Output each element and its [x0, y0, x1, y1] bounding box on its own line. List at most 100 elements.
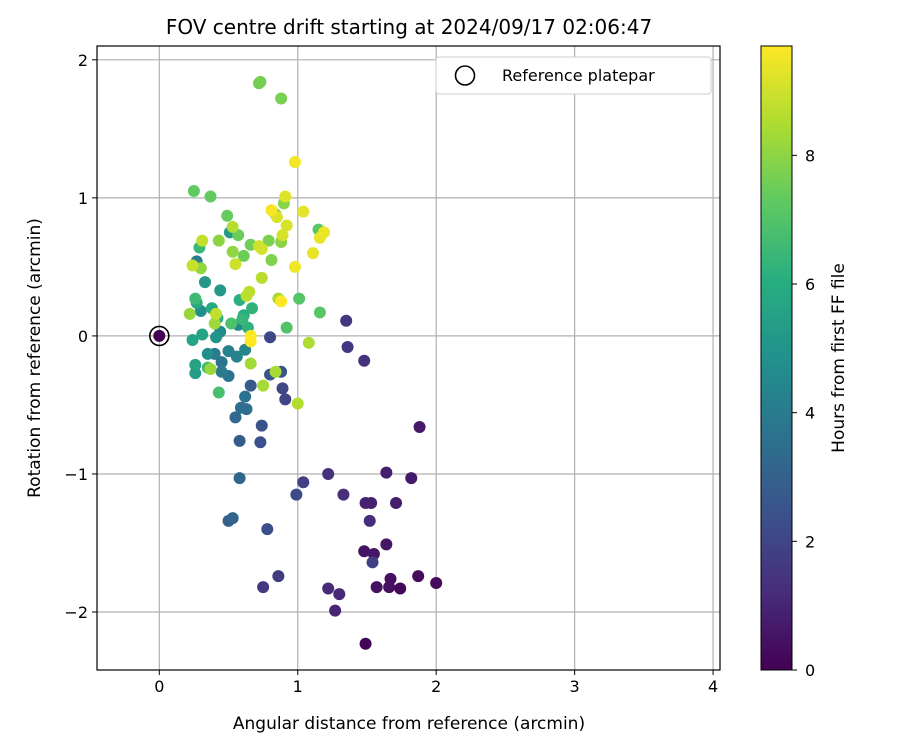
data-point	[196, 328, 209, 341]
data-point	[366, 556, 379, 569]
x-axis-ticks: 0 1 2 3 4	[154, 670, 718, 696]
data-point	[214, 284, 227, 297]
data-point	[204, 363, 217, 376]
data-point	[230, 350, 243, 363]
data-point	[359, 637, 372, 650]
data-point	[265, 204, 278, 217]
data-point	[201, 347, 214, 360]
y-axis-label: Rotation from reference (arcmin)	[25, 218, 45, 498]
data-point	[275, 92, 288, 105]
colorbar-tick-label: 2	[805, 532, 815, 551]
data-point	[240, 403, 253, 416]
data-point	[255, 242, 268, 255]
data-point	[189, 367, 202, 380]
legend-box	[435, 56, 712, 95]
colorbar-gradient	[760, 45, 793, 671]
data-point	[297, 205, 310, 218]
reference-marker-layer	[149, 325, 170, 347]
data-point	[275, 295, 288, 308]
data-point	[212, 386, 225, 399]
data-point	[288, 260, 301, 273]
colorbar-tick-label: 8	[805, 146, 815, 165]
colorbar: 0 2 4 6 8 Hours from first FF file	[760, 45, 849, 680]
data-point	[329, 604, 342, 617]
data-point	[279, 393, 292, 406]
legend-entry-label: Reference platepar	[502, 66, 655, 85]
data-point	[280, 321, 293, 334]
y-tick-label: 2	[78, 51, 88, 70]
data-point	[302, 336, 315, 349]
y-tick-label: −1	[64, 465, 88, 484]
data-point	[293, 292, 306, 305]
data-point	[265, 253, 278, 266]
data-point	[215, 356, 228, 369]
data-point	[413, 421, 426, 434]
data-point	[380, 466, 393, 479]
data-point	[153, 329, 166, 342]
data-point	[340, 314, 353, 327]
colorbar-tick-label: 6	[805, 275, 815, 294]
data-point	[358, 545, 371, 558]
data-point	[279, 190, 292, 203]
data-point	[280, 219, 293, 232]
data-point	[244, 335, 257, 348]
data-point	[306, 247, 319, 260]
data-point	[257, 379, 270, 392]
data-point	[333, 588, 346, 601]
data-point	[196, 234, 209, 247]
data-point	[269, 365, 282, 378]
data-point	[210, 331, 223, 344]
data-point	[383, 581, 396, 594]
data-point	[272, 570, 285, 583]
x-tick-label: 4	[708, 677, 718, 696]
data-point	[358, 354, 371, 367]
chart-title: FOV centre drift starting at 2024/09/17 …	[166, 15, 652, 39]
data-point	[215, 365, 228, 378]
data-point	[226, 512, 239, 525]
data-point	[318, 226, 331, 239]
y-tick-label: 0	[78, 327, 88, 346]
colorbar-tick-label: 0	[805, 661, 815, 680]
y-tick-label: −2	[64, 603, 88, 622]
data-point	[313, 306, 326, 319]
data-point	[394, 582, 407, 595]
data-point	[337, 488, 350, 501]
data-point	[297, 476, 310, 489]
data-point	[412, 570, 425, 583]
data-point	[255, 419, 268, 432]
y-tick-label: 1	[78, 189, 88, 208]
data-point	[237, 249, 250, 262]
data-point	[255, 271, 268, 284]
data-point	[257, 581, 270, 594]
data-point	[186, 334, 199, 347]
data-point	[198, 276, 211, 289]
colorbar-label: Hours from first FF file	[829, 263, 849, 453]
data-point	[254, 436, 267, 449]
data-point	[254, 75, 267, 88]
data-point	[240, 289, 253, 302]
data-point	[261, 523, 274, 536]
colorbar-ticks: 0 2 4 6 8	[792, 146, 815, 680]
data-point	[221, 209, 234, 222]
data-point	[183, 307, 196, 320]
data-point	[244, 357, 257, 370]
data-point	[288, 155, 301, 168]
data-point	[276, 229, 289, 242]
data-point	[187, 184, 200, 197]
data-point	[430, 577, 443, 590]
data-point	[262, 234, 275, 247]
data-point	[186, 259, 199, 272]
x-axis-label: Angular distance from reference (arcmin)	[233, 714, 585, 734]
data-point	[225, 317, 238, 330]
data-point	[189, 358, 202, 371]
data-point	[233, 434, 246, 447]
data-point	[212, 234, 225, 247]
reference-platepar-marker	[149, 325, 170, 347]
plot-frame	[96, 45, 721, 671]
data-point	[370, 581, 383, 594]
data-point	[264, 331, 277, 344]
data-point	[322, 467, 335, 480]
data-point	[210, 307, 223, 320]
data-point	[226, 245, 239, 258]
